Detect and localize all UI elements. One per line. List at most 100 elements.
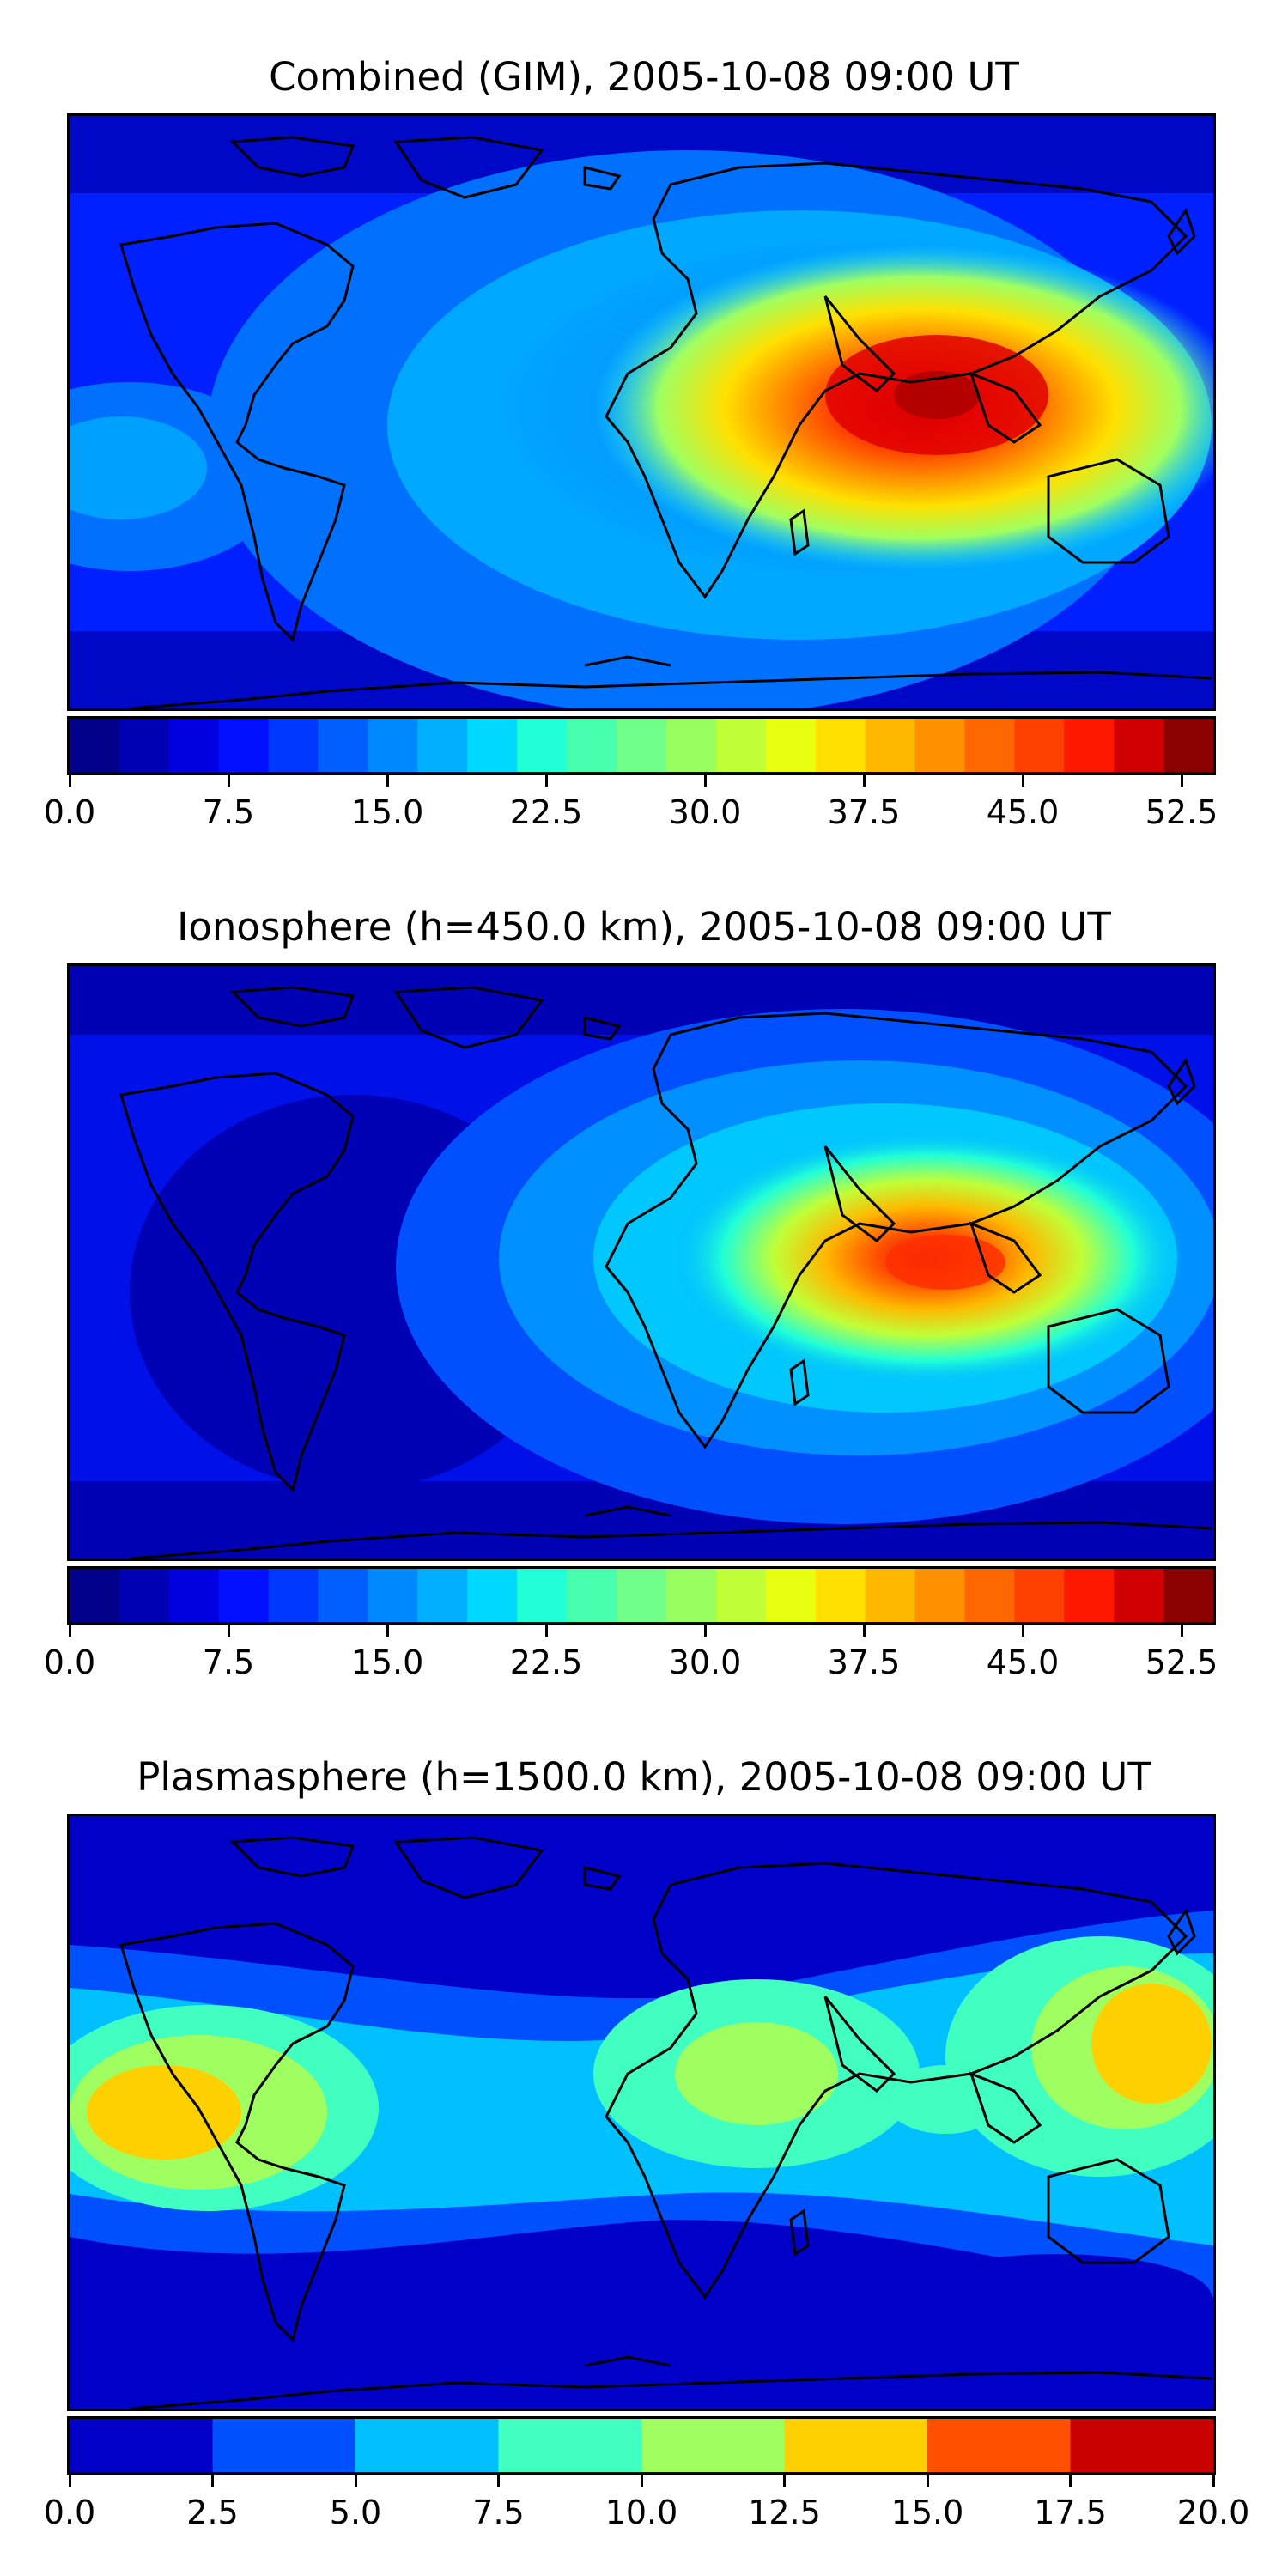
colorbar-tick-label: 0.0: [43, 2494, 96, 2531]
tec-map-svg: [70, 966, 1213, 1558]
colorbar-segment: [914, 1569, 966, 1622]
colorbar-segment: [1064, 719, 1115, 772]
colorbar-tick-label: 0.0: [43, 1643, 96, 1681]
colorbar-segment: [914, 719, 966, 772]
colorbar-tick-mark: [544, 1625, 548, 1637]
colorbar-segment: [118, 1569, 170, 1622]
colorbar-segment: [865, 719, 916, 772]
colorbar-ticks: 0.0 7.5 15.0 22.5 30.0 37.5 45.0 52.5: [44, 775, 1218, 831]
colorbar-tick-label: 5.0: [329, 2494, 382, 2531]
colorbar-segment: [318, 1569, 369, 1622]
colorbar-tick-label: 30.0: [668, 1643, 742, 1681]
colorbar-svg: [70, 1569, 1213, 1622]
colorbar-segment: [1163, 719, 1213, 772]
colorbar-segment: [567, 719, 617, 772]
colorbar-tick-mark: [703, 775, 707, 787]
colorbar-tick-mark: [497, 2475, 500, 2487]
colorbar-tick-label: 10.0: [605, 2494, 678, 2531]
colorbar-segment: [355, 2419, 500, 2472]
colorbar-tick-mark: [227, 775, 230, 787]
colorbar-tick-mark: [783, 2475, 786, 2487]
colorbar-segment: [70, 2419, 214, 2472]
colorbar-segment: [715, 719, 767, 772]
colorbar-tick-label: 2.5: [186, 2494, 239, 2531]
colorbar-segment: [168, 719, 220, 772]
colorbar-tick-label: 15.0: [890, 2494, 964, 2531]
colorbar-segment: [318, 719, 369, 772]
colorbar-segment: [467, 719, 518, 772]
colorbar-tick-mark: [68, 1625, 71, 1637]
colorbar-segment: [815, 1569, 866, 1622]
colorbar-tick-label: 37.5: [827, 793, 901, 831]
colorbar-segment: [218, 1569, 270, 1622]
colorbar-segment: [1070, 2419, 1213, 2472]
colorbar-tick-label: 7.5: [202, 793, 255, 831]
colorbar-tick-mark: [862, 1625, 866, 1637]
colorbar-segment: [765, 1569, 817, 1622]
colorbar-tick-label: 22.5: [509, 793, 583, 831]
colorbar-tick-mark: [544, 775, 548, 787]
colorbar-tick-label: 45.0: [986, 1643, 1060, 1681]
colorbar-segment: [815, 719, 866, 772]
colorbar-segment: [1014, 1569, 1065, 1622]
colorbar-tick-label: 37.5: [827, 1643, 901, 1681]
colorbar-segment: [715, 1569, 767, 1622]
colorbar-segment: [927, 2419, 1072, 2472]
colorbar-tick-label: 7.5: [472, 2494, 525, 2531]
colorbar-tick-mark: [227, 1625, 230, 1637]
colorbar-segment: [865, 1569, 916, 1622]
colorbar-segment: [617, 1569, 667, 1622]
panel-title: Ionosphere (h=450.0 km), 2005-10-08 09:0…: [177, 904, 1111, 950]
colorbar-segment: [1163, 1569, 1213, 1622]
colorbar-tick-label: 12.5: [748, 2494, 821, 2531]
colorbar-segment: [70, 1569, 120, 1622]
colorbar-segment: [665, 719, 717, 772]
colorbar-segment: [368, 719, 418, 772]
colorbar-tick-label: 52.5: [1145, 793, 1218, 831]
colorbar-tick-mark: [1212, 2475, 1215, 2487]
colorbar-tick-mark: [926, 2475, 929, 2487]
colorbar-segment: [517, 719, 568, 772]
tec-map-svg: [70, 116, 1213, 708]
colorbar-tick-mark: [68, 2475, 71, 2487]
colorbar-segment: [1114, 719, 1164, 772]
colorbar-segment: [517, 1569, 568, 1622]
colorbar-tick-mark: [1180, 775, 1183, 787]
colorbar-segment: [964, 1569, 1015, 1622]
colorbar: [67, 1566, 1216, 1625]
colorbar-tick-label: 20.0: [1176, 2494, 1250, 2531]
colorbar-tick-mark: [640, 2475, 643, 2487]
colorbar-tick-mark: [1021, 1625, 1024, 1637]
colorbar-tick-mark: [862, 775, 866, 787]
colorbar-tick-label: 30.0: [668, 793, 742, 831]
colorbar-segment: [417, 719, 468, 772]
colorbar-tick-label: 17.5: [1034, 2494, 1107, 2531]
panel-title: Combined (GIM), 2005-10-08 09:00 UT: [269, 54, 1019, 100]
colorbar-segment: [641, 2419, 786, 2472]
colorbar-segment: [498, 2419, 642, 2472]
colorbar-segment: [784, 2419, 928, 2472]
colorbar-segment: [765, 719, 817, 772]
colorbar-segment: [212, 2419, 356, 2472]
colorbar-tick-mark: [211, 2475, 214, 2487]
colorbar-segment: [1114, 1569, 1164, 1622]
tec-map-svg: [70, 1816, 1213, 2409]
colorbar-segment: [268, 1569, 319, 1622]
colorbar-segment: [1014, 719, 1065, 772]
colorbar-segment: [218, 719, 270, 772]
colorbar-ticks: 0.0 7.5 15.0 22.5 30.0 37.5 45.0 52.5: [44, 1625, 1218, 1681]
colorbar-segment: [368, 1569, 418, 1622]
colorbar-tick-mark: [386, 775, 389, 787]
colorbar-segment: [417, 1569, 468, 1622]
colorbar-segment: [567, 1569, 617, 1622]
tec-map: [67, 1814, 1216, 2411]
colorbar-tick-mark: [1021, 775, 1024, 787]
colorbar-tick-mark: [1069, 2475, 1072, 2487]
colorbar-tick-mark: [703, 1625, 707, 1637]
colorbar-tick-mark: [68, 775, 71, 787]
colorbar-tick-label: 45.0: [986, 793, 1060, 831]
tec-map: [67, 113, 1216, 711]
colorbar-tick-label: 15.0: [350, 1643, 424, 1681]
colorbar-segment: [617, 719, 667, 772]
colorbar-svg: [70, 719, 1213, 772]
